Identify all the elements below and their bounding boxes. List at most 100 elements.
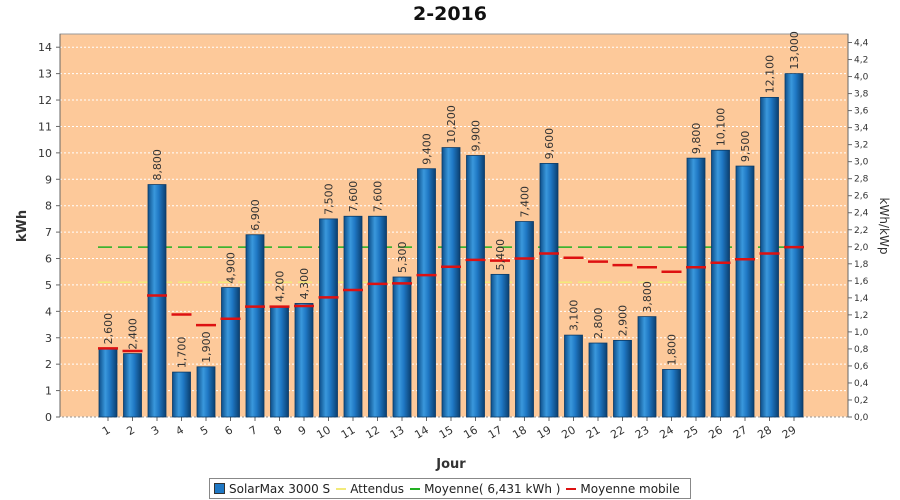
x-tick-label: 29: [780, 423, 799, 441]
legend-label: SolarMax 3000 S: [229, 481, 331, 496]
x-tick-label: 12: [363, 423, 382, 441]
bar: [735, 165, 755, 418]
data-label: 2,900: [617, 305, 630, 337]
y-tick-label: 3: [45, 332, 52, 345]
y-tick-label: 14: [38, 41, 52, 54]
x-tick-label: 2: [124, 423, 137, 438]
y2-tick-label: 3,2: [854, 141, 868, 151]
bar: [588, 342, 608, 418]
bar: [98, 347, 118, 418]
y2-tick-label: 0,8: [854, 345, 869, 355]
x-tick-label: 14: [412, 423, 431, 441]
data-label: 9,800: [690, 123, 703, 155]
legend: SolarMax 3000 S Attendus Moyenne( 6,431 …: [209, 478, 691, 499]
bar: [270, 305, 289, 418]
legend-swatch-line: [410, 487, 421, 490]
x-tick-label: 26: [706, 423, 725, 441]
data-label: 8,800: [151, 149, 164, 181]
y-tick-label: 8: [45, 200, 52, 213]
bar: [662, 369, 681, 418]
bar: [564, 334, 583, 418]
data-label: 9,900: [470, 120, 483, 152]
data-label: 7,400: [519, 186, 532, 218]
y2-tick-label: 3,0: [854, 158, 869, 168]
legend-item-moving-average: Moyenne mobile: [566, 482, 680, 496]
legend-item-expected: Attendus: [336, 482, 404, 496]
y-tick-label: 6: [45, 253, 52, 266]
bar: [784, 73, 804, 418]
x-tick-label: 9: [296, 423, 309, 438]
bar: [123, 353, 142, 418]
data-label: 13,000: [788, 31, 801, 70]
y2-tick-label: 1,6: [854, 277, 869, 287]
bar: [392, 276, 412, 418]
data-label: 7,600: [372, 181, 385, 213]
x-tick-label: 21: [584, 423, 603, 441]
y2-tick-label: 1,2: [854, 311, 868, 321]
legend-swatch-line: [566, 487, 577, 490]
y-tick-label: 11: [38, 120, 52, 133]
y-tick-label: 1: [45, 385, 52, 398]
x-tick-label: 5: [198, 423, 211, 438]
y2-tick-label: 4,4: [854, 39, 869, 49]
x-tick-label: 23: [633, 423, 652, 441]
data-label: 2,600: [102, 313, 115, 345]
bar: [515, 221, 534, 418]
x-tick-label: 28: [755, 423, 774, 441]
y2-tick-label: 3,4: [854, 124, 869, 134]
x-tick-label: 22: [608, 423, 627, 441]
legend-label: Attendus: [350, 481, 405, 496]
data-label: 9,500: [739, 131, 752, 163]
y-tick-label: 10: [38, 147, 52, 160]
y-tick-label: 5: [45, 279, 52, 292]
x-tick-label: 3: [149, 423, 162, 438]
data-label: 4,200: [274, 271, 287, 303]
bar: [613, 339, 632, 418]
data-label: 7,500: [323, 183, 336, 215]
bar: [172, 371, 191, 418]
data-label: 3,800: [641, 281, 654, 313]
bar: [711, 149, 730, 418]
bar: [196, 366, 216, 418]
data-label: 1,900: [200, 331, 213, 363]
bar: [760, 96, 779, 418]
y2-tick-label: 2,0: [854, 243, 869, 253]
x-tick-label: 13: [388, 423, 407, 441]
y2-tick-label: 1,4: [854, 294, 869, 304]
y-tick-label: 0: [45, 411, 52, 424]
x-tick-label: 24: [657, 423, 676, 441]
y2-tick-label: 1,8: [854, 260, 869, 270]
data-label: 10,200: [445, 105, 458, 144]
x-tick-label: 19: [535, 423, 554, 441]
bar: [221, 287, 240, 418]
x-tick-label: 6: [222, 423, 235, 438]
x-axis-label: Jour: [435, 457, 466, 472]
data-labels: 2,600 2,400 8,800 1,700 1,900 4,900 6,900 4,200…: [102, 31, 801, 368]
legend-swatch-bar: [214, 483, 225, 494]
bar: [417, 168, 436, 418]
bar: [245, 234, 265, 418]
bar: [637, 316, 657, 418]
y2-tick-label: 2,6: [854, 192, 869, 202]
bar: [147, 184, 167, 418]
x-tick-label: 17: [486, 423, 505, 441]
x-tick-label: 7: [247, 423, 260, 438]
data-label: 5,400: [494, 239, 507, 271]
data-label: 6,900: [249, 199, 262, 231]
x-axis: 1 2 3 4 5 6 7 8 9 10 11 12 13 14 15 16 17 18 19 20 21 22 23 24 2…: [100, 417, 799, 442]
data-label: 1,800: [666, 334, 679, 366]
y2-tick-label: 0,6: [854, 362, 869, 372]
data-label: 7,600: [347, 181, 360, 213]
bar: [539, 163, 559, 418]
bar: [319, 218, 338, 418]
legend-label: Moyenne( 6,431 kWh ): [424, 481, 561, 496]
y2-tick-label: 0,2: [854, 396, 868, 406]
bar: [368, 215, 387, 418]
data-label: 10,100: [715, 108, 728, 147]
data-label: 12,100: [764, 55, 777, 94]
data-label: 4,900: [225, 252, 238, 284]
y-axis-label: kWh: [15, 210, 30, 242]
x-tick-label: 20: [559, 423, 578, 441]
x-tick-label: 25: [682, 423, 701, 441]
